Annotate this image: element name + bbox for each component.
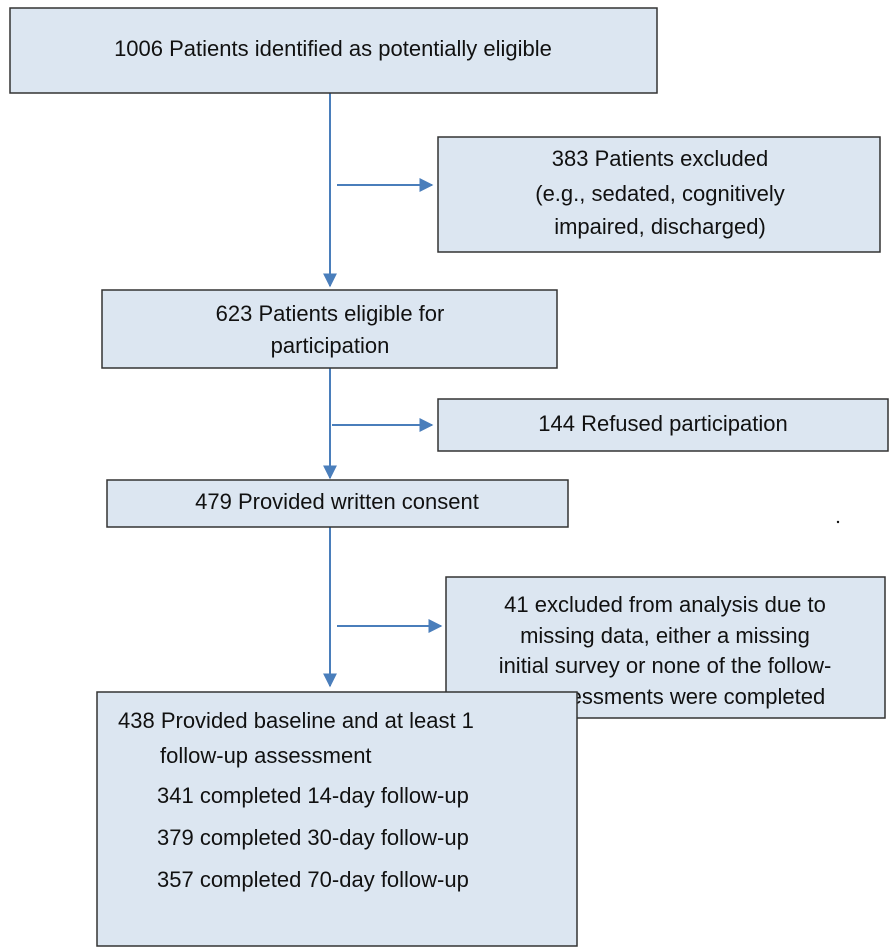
- box-text: 144 Refused participation: [538, 411, 788, 436]
- box: [106, 479, 569, 528]
- box-text: 479 Provided written consent: [195, 489, 479, 514]
- box-text: follow-up assessment: [160, 743, 372, 768]
- box-text: participation: [271, 333, 390, 358]
- box-text: (e.g., sedated, cognitively: [535, 181, 784, 206]
- box-text: 41 excluded from analysis due to: [504, 592, 826, 617]
- box: [9, 7, 658, 94]
- box-text: impaired, discharged): [554, 214, 766, 239]
- box: [437, 136, 881, 253]
- box-text: 438 Provided baseline and at least 1: [118, 708, 474, 733]
- box: [437, 398, 889, 452]
- box-text: 1006 Patients identified as potentially …: [114, 36, 552, 61]
- box-text: 383 Patients excluded: [552, 146, 769, 171]
- box-text: initial survey or none of the follow-: [499, 653, 832, 678]
- box: [101, 289, 558, 369]
- box-text: 623 Patients eligible for: [216, 301, 445, 326]
- box-text: 357 completed 70-day follow-up: [157, 867, 469, 892]
- box-text: 379 completed 30-day follow-up: [157, 825, 469, 850]
- box-text: missing data, either a missing: [520, 623, 810, 648]
- box-text: 341 completed 14-day follow-up: [157, 783, 469, 808]
- stray-dot: [836, 520, 840, 524]
- box: [96, 691, 578, 947]
